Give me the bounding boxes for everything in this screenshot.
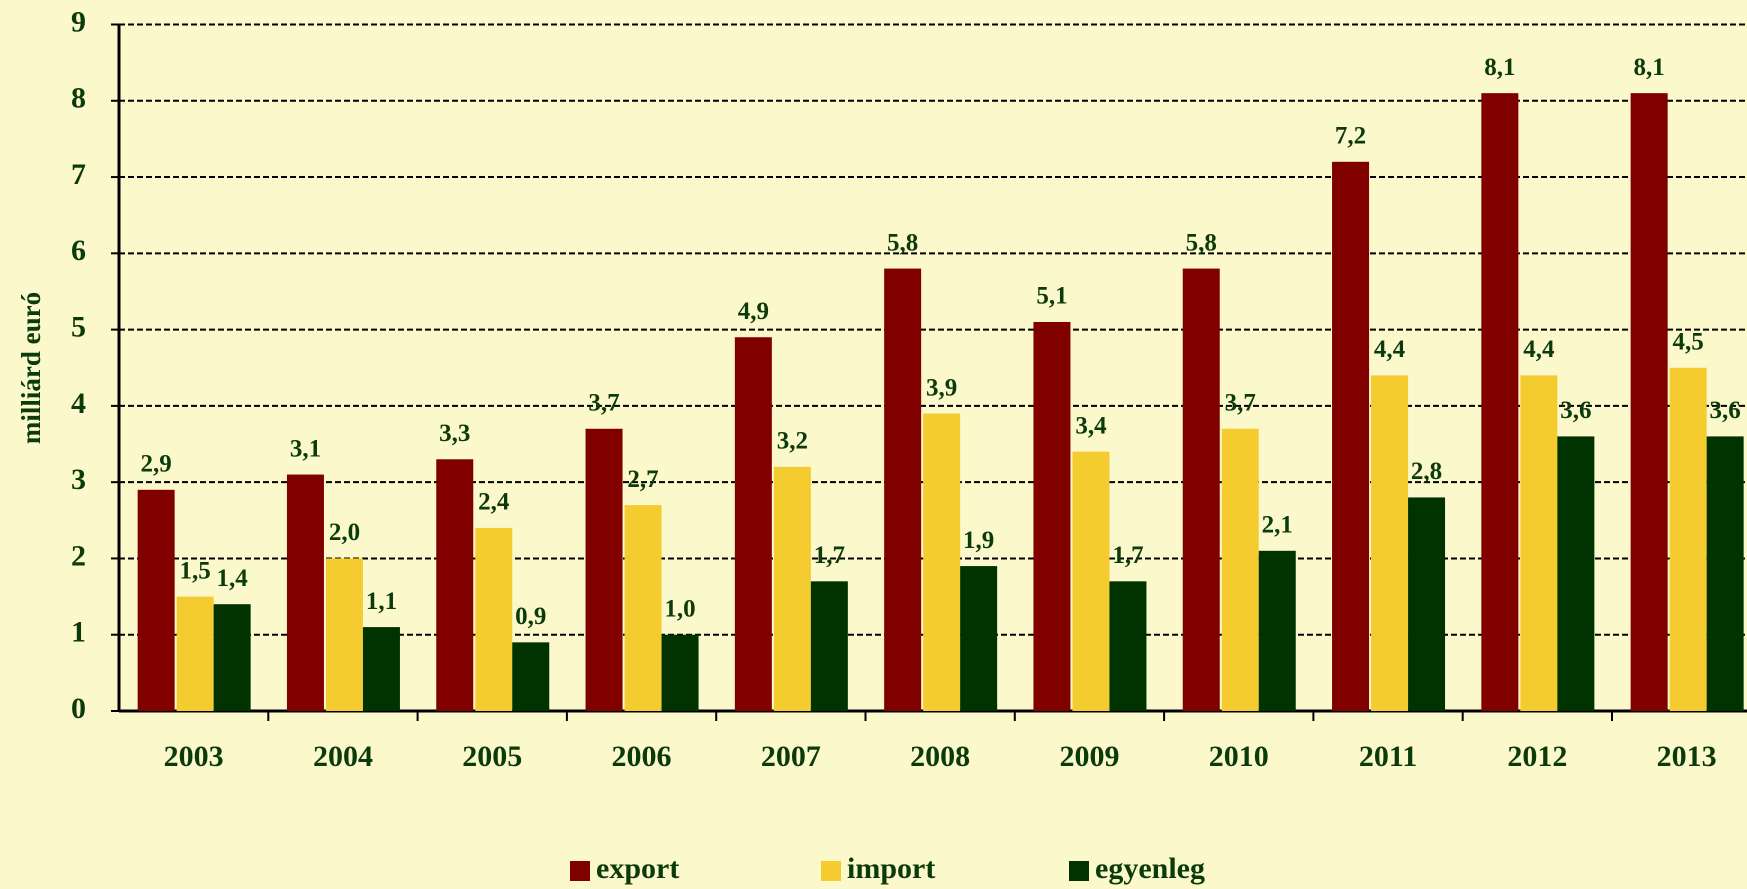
bar bbox=[884, 268, 922, 711]
value-label: 3,1 bbox=[290, 435, 321, 462]
bar bbox=[362, 627, 400, 711]
bar bbox=[1669, 367, 1707, 711]
bar bbox=[773, 466, 811, 711]
bar bbox=[585, 428, 623, 711]
value-label: 3,7 bbox=[588, 390, 619, 417]
legend-swatch bbox=[570, 861, 590, 881]
value-label: 3,9 bbox=[926, 374, 957, 401]
value-label: 3,6 bbox=[1710, 397, 1741, 424]
value-label: 1,7 bbox=[814, 542, 845, 569]
bar bbox=[734, 337, 772, 711]
bar bbox=[661, 634, 699, 711]
x-tick-label: 2012 bbox=[1507, 740, 1567, 773]
value-label: 3,7 bbox=[1225, 390, 1256, 417]
value-label: 4,5 bbox=[1673, 328, 1704, 355]
value-label: 2,0 bbox=[329, 519, 360, 546]
value-label: 4,9 bbox=[738, 298, 769, 325]
value-label: 5,8 bbox=[887, 229, 918, 256]
bar bbox=[923, 413, 961, 711]
legend-label: import bbox=[847, 852, 935, 885]
value-label: 2,7 bbox=[627, 466, 658, 493]
value-label: 8,1 bbox=[1634, 54, 1665, 81]
value-label: 2,9 bbox=[141, 451, 172, 478]
value-label: 3,4 bbox=[1075, 412, 1107, 439]
value-label: 1,5 bbox=[180, 557, 211, 584]
y-tick-label: 0 bbox=[71, 692, 86, 725]
value-label: 1,1 bbox=[366, 588, 397, 615]
value-label: 2,4 bbox=[478, 489, 510, 516]
legend-swatch bbox=[1069, 861, 1089, 881]
bar bbox=[213, 604, 251, 711]
bar bbox=[137, 489, 175, 711]
y-tick-label: 9 bbox=[71, 5, 86, 38]
bar bbox=[475, 527, 513, 711]
y-tick-label: 2 bbox=[71, 539, 86, 572]
x-tick-label: 2009 bbox=[1059, 740, 1119, 773]
bar bbox=[1557, 436, 1595, 711]
bar bbox=[1221, 428, 1259, 711]
value-label: 4,4 bbox=[1523, 336, 1555, 363]
legend-label: egyenleg bbox=[1095, 852, 1205, 885]
legend-swatch bbox=[821, 861, 841, 881]
value-label: 5,8 bbox=[1186, 229, 1217, 256]
x-tick-label: 2004 bbox=[313, 740, 373, 773]
bar bbox=[1258, 550, 1296, 711]
value-label: 7,2 bbox=[1335, 123, 1366, 150]
bar bbox=[1332, 161, 1370, 712]
x-tick-label: 2007 bbox=[761, 740, 821, 773]
x-tick-label: 2010 bbox=[1209, 740, 1269, 773]
y-tick-label: 4 bbox=[71, 387, 86, 420]
bar bbox=[1520, 375, 1558, 711]
bar bbox=[960, 566, 998, 711]
bar bbox=[1408, 497, 1446, 711]
bar bbox=[810, 581, 848, 711]
bar bbox=[325, 558, 363, 711]
value-label: 2,8 bbox=[1411, 458, 1442, 485]
bar bbox=[1706, 436, 1744, 711]
value-label: 1,4 bbox=[217, 565, 249, 592]
bar bbox=[512, 642, 550, 711]
bar bbox=[1182, 268, 1220, 711]
x-tick-label: 2005 bbox=[462, 740, 522, 773]
value-label: 4,4 bbox=[1374, 336, 1406, 363]
y-tick-label: 1 bbox=[71, 616, 86, 649]
bar bbox=[286, 474, 324, 711]
y-axis-label: milliárd euró bbox=[16, 292, 46, 444]
x-tick-label: 2008 bbox=[910, 740, 970, 773]
x-tick-label: 2003 bbox=[164, 740, 224, 773]
value-label: 3,6 bbox=[1560, 397, 1591, 424]
bar bbox=[1072, 451, 1110, 711]
bar bbox=[624, 505, 662, 711]
x-tick-label: 2011 bbox=[1359, 740, 1417, 773]
x-tick-label: 2006 bbox=[612, 740, 672, 773]
value-label: 5,1 bbox=[1036, 283, 1067, 310]
value-label: 3,2 bbox=[777, 428, 808, 455]
y-tick-label: 8 bbox=[71, 82, 86, 115]
y-tick-label: 6 bbox=[71, 234, 86, 267]
bar bbox=[176, 596, 214, 711]
value-label: 3,3 bbox=[439, 420, 470, 447]
bar bbox=[1109, 581, 1147, 711]
y-tick-label: 3 bbox=[71, 463, 86, 496]
y-tick-label: 5 bbox=[71, 311, 86, 344]
value-label: 0,9 bbox=[515, 603, 546, 630]
x-tick-label: 2013 bbox=[1657, 740, 1717, 773]
bar bbox=[1630, 93, 1668, 711]
value-label: 1,7 bbox=[1112, 542, 1143, 569]
bar bbox=[1033, 321, 1071, 711]
bar bbox=[1371, 375, 1409, 711]
value-label: 1,0 bbox=[664, 595, 695, 622]
value-label: 2,1 bbox=[1262, 512, 1293, 539]
value-label: 1,9 bbox=[963, 527, 994, 554]
y-tick-label: 7 bbox=[71, 158, 86, 191]
bar bbox=[1481, 93, 1519, 711]
value-label: 8,1 bbox=[1484, 54, 1515, 81]
legend-label: export bbox=[596, 852, 679, 885]
bar bbox=[436, 459, 474, 711]
